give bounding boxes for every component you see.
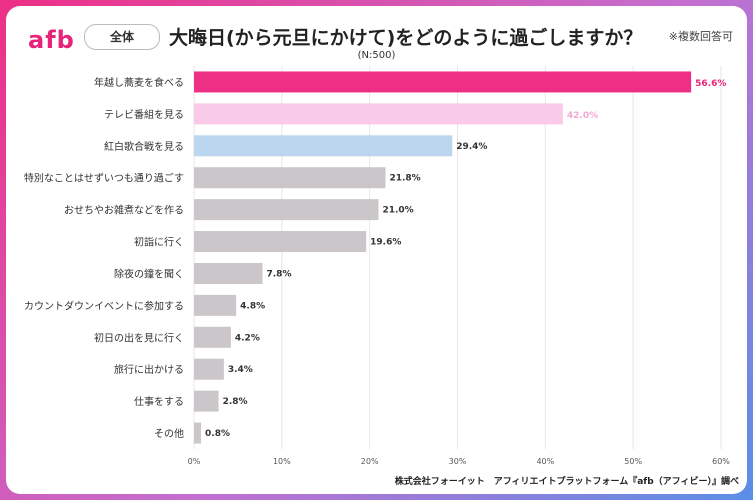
x-tick-label: 50% [624, 457, 642, 466]
value-label: 2.8% [223, 397, 248, 407]
value-label: 29.4% [456, 142, 487, 152]
bar [194, 135, 453, 157]
logo-text: afb [28, 26, 75, 54]
x-tick-label: 30% [449, 457, 467, 466]
segment-badge: 全体 [84, 24, 160, 50]
bar [194, 294, 237, 316]
value-label: 21.0% [382, 206, 413, 216]
category-label: 旅行に出かける [114, 363, 184, 376]
value-label: 4.8% [240, 301, 265, 311]
bar [194, 231, 367, 253]
chart-card: afb 全体 大晦日(から元旦にかけて)をどのように過ごしますか？ ※複数回答可… [6, 6, 747, 494]
category-label: 初日の出を見に行く [94, 331, 184, 344]
bar [194, 358, 224, 380]
category-label: 年越し蕎麦を食べる [94, 76, 184, 89]
bar [194, 199, 379, 221]
x-tick-label: 40% [536, 457, 554, 466]
value-label: 4.2% [235, 333, 260, 343]
x-tick-label: 0% [188, 457, 201, 466]
category-label: 除夜の鐘を聞く [114, 267, 184, 280]
category-label: テレビ番組を見る [104, 108, 184, 121]
value-label: 3.4% [228, 365, 253, 375]
category-label: 紅白歌合戦を見る [104, 140, 184, 153]
bar [194, 422, 202, 444]
source-note: 株式会社フォーイット アフィリエイトプラットフォーム『afb（アフィビー）』調べ [394, 477, 739, 487]
value-label: 7.8% [267, 269, 292, 279]
bar [194, 326, 231, 348]
afb-logo: afb [28, 26, 75, 54]
bar [194, 71, 692, 93]
value-label: 21.8% [389, 174, 420, 184]
value-label: 0.8% [205, 429, 230, 439]
value-label: 42.0% [567, 111, 598, 121]
bar [194, 390, 219, 412]
multiple-answer-note: ※複数回答可 [668, 30, 733, 43]
value-label: 19.6% [370, 238, 401, 248]
x-tick-label: 10% [273, 457, 291, 466]
category-label: カウントダウンイベントに参加する [24, 299, 184, 312]
category-label: おせちやお雑煮などを作る [64, 204, 184, 217]
x-tick-label: 60% [712, 457, 730, 466]
bar [194, 103, 563, 125]
x-tick-label: 20% [361, 457, 379, 466]
category-label: その他 [154, 427, 184, 440]
category-label: 仕事をする [134, 395, 184, 408]
bar-chart: 0% 10% 20% 30% 40% 50% 60% 年越し蕎麦を食べる 56.6% テレビ番組を… [24, 66, 730, 466]
value-label: 56.6% [695, 79, 726, 89]
category-label: 初詣に行く [134, 236, 184, 249]
bar [194, 167, 386, 189]
chart-title: 大晦日(から元旦にかけて)をどのように過ごしますか？ [169, 27, 643, 49]
sample-size: (N:500) [357, 50, 396, 61]
bar [194, 262, 263, 284]
category-label: 特別なことはせずいつも通り過ごす [24, 172, 184, 185]
